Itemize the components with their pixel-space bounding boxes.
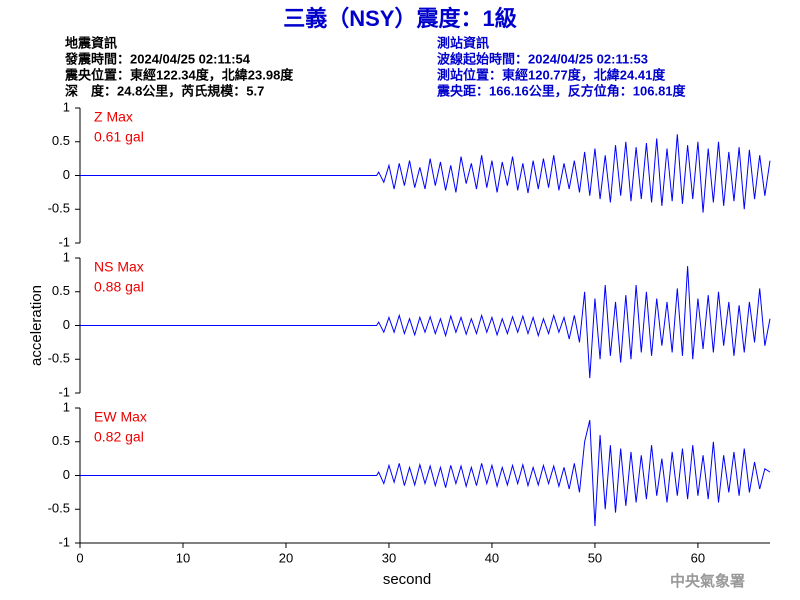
x-tick-label: 30	[382, 550, 396, 565]
panel-label: Z Max	[94, 109, 133, 125]
y-tick-label: -0.5	[48, 201, 70, 216]
y-tick-label: 1	[63, 99, 70, 114]
y-tick-label: -0.5	[48, 351, 70, 366]
info-left: 震央位置：東經122.34度，北緯23.98度	[64, 67, 294, 82]
waveform	[80, 266, 771, 379]
info-right: 震央距：166.16公里，反方位角：106.81度	[436, 83, 687, 98]
max-label: 0.82 gal	[94, 429, 144, 445]
info-right: 波線起始時間：2024/04/25 02:11:53	[437, 51, 648, 66]
x-tick-label: 10	[176, 550, 190, 565]
y-tick-label: 1	[63, 399, 70, 414]
y-tick-label: -1	[58, 534, 70, 549]
info-right: 測站資訊	[437, 35, 489, 50]
x-tick-label: 60	[691, 550, 705, 565]
info-left: 發震時間：2024/04/25 02:11:54	[64, 51, 251, 66]
panel-label: EW Max	[94, 409, 147, 425]
y-tick-label: -0.5	[48, 501, 70, 516]
x-tick-label: 0	[76, 550, 83, 565]
y-tick-label: 1	[63, 249, 70, 264]
y-tick-label: 0.5	[52, 283, 70, 298]
info-right: 測站位置：東經120.77度，北緯24.41度	[437, 67, 666, 82]
max-label: 0.61 gal	[94, 129, 144, 145]
x-axis-label: second	[383, 571, 431, 588]
title: 三義（NSY）震度：1級	[283, 6, 516, 31]
footer: 中央氣象署	[670, 572, 745, 590]
panel-label: NS Max	[94, 259, 144, 275]
x-tick-label: 20	[279, 550, 293, 565]
max-label: 0.88 gal	[94, 279, 144, 295]
y-tick-label: -1	[58, 234, 70, 249]
x-tick-label: 40	[485, 550, 499, 565]
y-tick-label: 0.5	[52, 433, 70, 448]
y-tick-label: -1	[58, 384, 70, 399]
y-tick-label: 0	[63, 167, 70, 182]
x-tick-label: 50	[588, 550, 602, 565]
waveform	[80, 420, 771, 527]
y-tick-label: 0.5	[52, 133, 70, 148]
y-tick-label: 0	[63, 467, 70, 482]
waveform	[80, 134, 771, 213]
info-left: 深 度：24.8公里，芮氏規模：5.7	[65, 83, 264, 98]
info-left: 地震資訊	[65, 35, 117, 50]
y-axis-label: acceleration	[28, 285, 45, 366]
y-tick-label: 0	[63, 317, 70, 332]
